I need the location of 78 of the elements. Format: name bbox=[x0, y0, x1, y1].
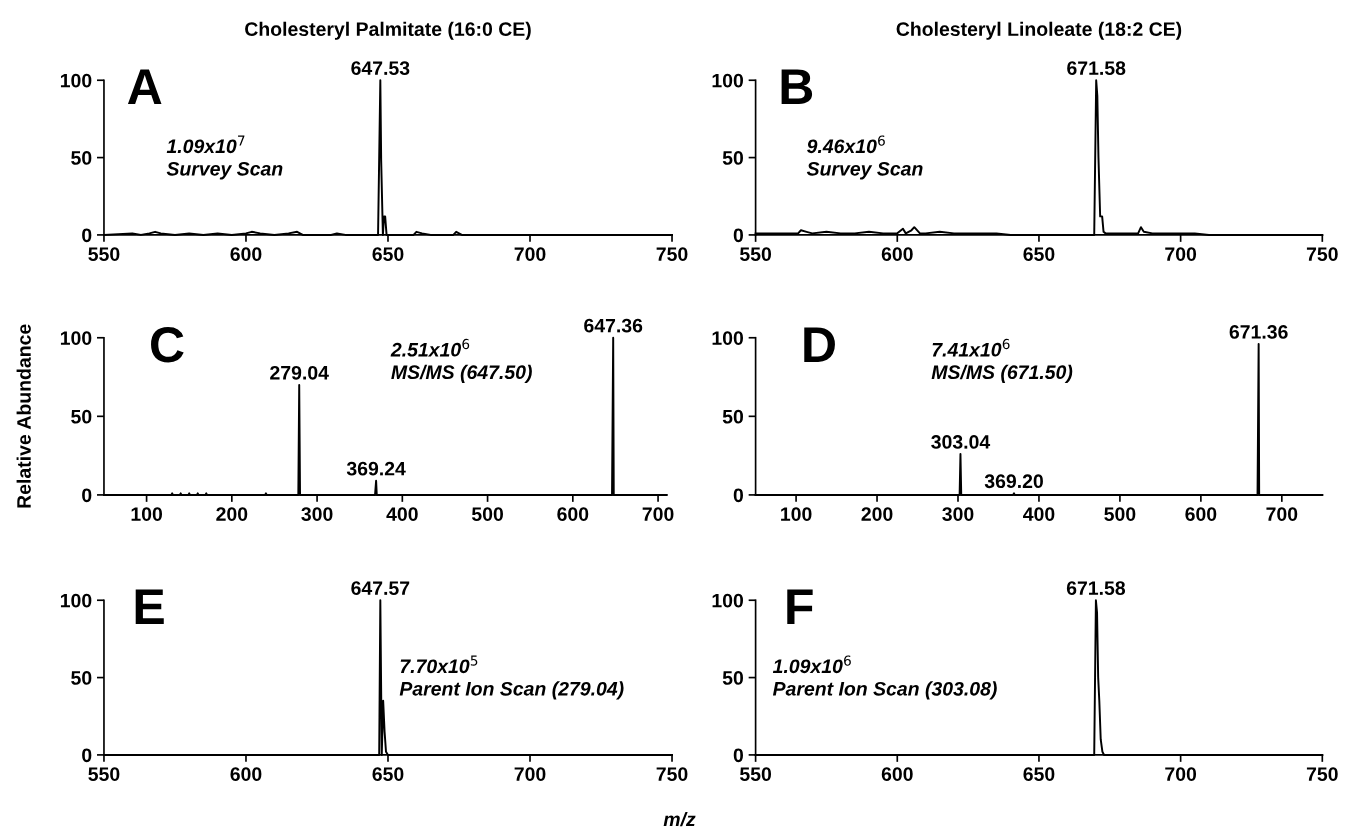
x-tick-label: 700 bbox=[514, 767, 546, 781]
annotation: 647.53 bbox=[351, 61, 410, 76]
x-tick-label: 600 bbox=[230, 247, 262, 261]
chart-title: Cholesteryl Palmitate (16:0 CE) bbox=[245, 21, 531, 40]
annotation: 671.36 bbox=[1229, 325, 1288, 339]
x-tick-label: 550 bbox=[88, 247, 120, 261]
x-tick-label: 600 bbox=[1185, 507, 1217, 521]
annotation: 2.51x10$^{6}$ MS/MS (647.50) bbox=[390, 338, 532, 383]
annotation: 647.36 bbox=[584, 318, 643, 333]
y-tick-label: 50 bbox=[71, 151, 92, 165]
x-tick-label: 600 bbox=[230, 767, 262, 781]
annotation: 671.58 bbox=[1067, 61, 1126, 76]
x-tick-label: 700 bbox=[642, 507, 674, 521]
x-tick-label: 300 bbox=[942, 507, 974, 522]
y-tick-label: 100 bbox=[712, 593, 743, 608]
x-tick-label: 750 bbox=[1306, 767, 1338, 781]
y-tick-label: 100 bbox=[60, 331, 92, 345]
y-tick-label: 0 bbox=[733, 748, 743, 763]
annotation: 7.41x10$^{6}$ MS/MS (671.50) bbox=[931, 338, 1073, 383]
annotation: 279.04 bbox=[270, 365, 329, 380]
x-tick-label: 650 bbox=[372, 767, 404, 781]
x-tick-label: 650 bbox=[1023, 247, 1055, 261]
y-tick-label: 50 bbox=[71, 671, 92, 685]
annotation: 303.04 bbox=[931, 435, 991, 449]
y-tick-label: 50 bbox=[722, 671, 743, 685]
x-axis-title: m/z bbox=[663, 811, 696, 827]
y-tick-label: 50 bbox=[722, 151, 743, 165]
x-tick-label: 700 bbox=[514, 247, 546, 261]
annotation: 647.57 bbox=[351, 581, 410, 596]
x-tick-label: 200 bbox=[216, 507, 248, 521]
y-tick-label: 100 bbox=[60, 73, 92, 88]
x-tick-label: 600 bbox=[881, 767, 913, 781]
y-tick-label: 0 bbox=[82, 228, 92, 243]
x-tick-label: 100 bbox=[781, 507, 812, 521]
x-tick-label: 200 bbox=[861, 507, 893, 521]
annotation: C bbox=[151, 327, 184, 363]
annotation: 9.46x10$^{6}$ Survey Scan bbox=[806, 135, 923, 180]
x-tick-label: 550 bbox=[88, 767, 120, 781]
y-tick-label: 100 bbox=[60, 593, 92, 608]
annotation: 369.20 bbox=[984, 474, 1043, 489]
annotation: 671.58 bbox=[1066, 581, 1126, 596]
x-tick-label: 600 bbox=[557, 507, 589, 521]
y-tick-label: 50 bbox=[71, 409, 92, 424]
x-tick-label: 500 bbox=[471, 507, 503, 521]
y-tick-label: 100 bbox=[712, 73, 743, 88]
x-tick-label: 700 bbox=[1266, 507, 1298, 521]
x-tick-label: 700 bbox=[1165, 247, 1197, 261]
annotation: B bbox=[781, 69, 813, 104]
x-tick-label: 400 bbox=[386, 507, 418, 521]
chart-title: Cholesteryl Linoleate (18:2 CE) bbox=[896, 21, 1182, 40]
x-tick-label: 550 bbox=[739, 767, 772, 781]
x-tick-label: 600 bbox=[881, 247, 913, 261]
annotation: E bbox=[135, 589, 164, 624]
x-tick-label: 650 bbox=[372, 247, 404, 261]
y-axis-title: Relative Abundance bbox=[16, 324, 31, 508]
annotation: 369.24 bbox=[346, 461, 406, 476]
x-tick-label: 500 bbox=[1104, 507, 1136, 521]
x-tick-label: 750 bbox=[656, 767, 688, 781]
y-tick-label: 0 bbox=[82, 748, 92, 763]
y-tick-label: 100 bbox=[712, 331, 743, 345]
x-tick-label: 700 bbox=[1165, 767, 1197, 781]
x-tick-label: 550 bbox=[739, 247, 772, 261]
y-tick-label: 0 bbox=[733, 488, 743, 503]
x-tick-label: 750 bbox=[656, 247, 688, 261]
y-tick-label: 0 bbox=[82, 488, 92, 503]
annotation: 1.09x10$^{6}$ Parent Ion Scan (303.08) bbox=[772, 655, 997, 700]
annotation: 7.70x10$^{5}$ Parent Ion Scan (279.04) bbox=[399, 655, 624, 700]
x-tick-label: 100 bbox=[131, 507, 163, 521]
text: 1.09x10$^{7}$ Survey Scan bbox=[166, 135, 283, 180]
y-tick-label: 0 bbox=[733, 228, 743, 243]
annotation: A bbox=[127, 69, 162, 104]
annotation: D bbox=[804, 327, 835, 362]
x-tick-label: 650 bbox=[1023, 767, 1055, 781]
x-tick-label: 750 bbox=[1306, 247, 1338, 261]
annotation: F bbox=[787, 589, 813, 624]
x-tick-label: 300 bbox=[301, 507, 333, 522]
y-tick-label: 50 bbox=[722, 409, 743, 424]
x-tick-label: 400 bbox=[1023, 507, 1055, 521]
